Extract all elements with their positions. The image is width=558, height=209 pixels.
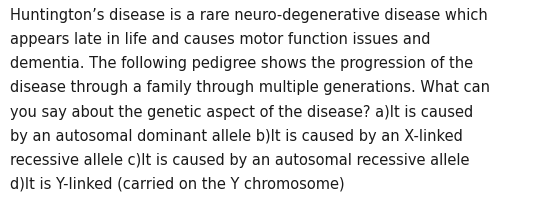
Text: by an autosomal dominant allele b)It is caused by an X-linked: by an autosomal dominant allele b)It is …	[10, 129, 463, 144]
Text: d)It is Y-linked (carried on the Y chromosome): d)It is Y-linked (carried on the Y chrom…	[10, 177, 345, 192]
Text: recessive allele c)It is caused by an autosomal recessive allele: recessive allele c)It is caused by an au…	[10, 153, 469, 168]
Text: you say about the genetic aspect of the disease? a)It is caused: you say about the genetic aspect of the …	[10, 104, 473, 120]
Text: Huntington’s disease is a rare neuro-degenerative disease which: Huntington’s disease is a rare neuro-deg…	[10, 8, 488, 23]
Text: appears late in life and causes motor function issues and: appears late in life and causes motor fu…	[10, 32, 431, 47]
Text: dementia. The following pedigree shows the progression of the: dementia. The following pedigree shows t…	[10, 56, 473, 71]
Text: disease through a family through multiple generations. What can: disease through a family through multipl…	[10, 80, 490, 96]
